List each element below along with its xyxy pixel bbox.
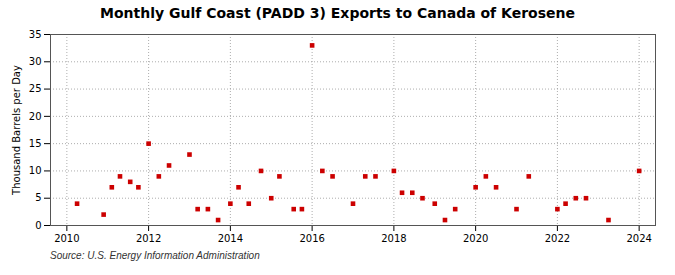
svg-text:25: 25: [29, 83, 42, 94]
svg-text:10: 10: [29, 165, 42, 176]
svg-text:15: 15: [29, 138, 42, 149]
svg-text:2018: 2018: [381, 233, 406, 244]
svg-text:20: 20: [29, 111, 42, 122]
svg-text:2010: 2010: [54, 233, 79, 244]
svg-text:2024: 2024: [626, 233, 651, 244]
svg-text:35: 35: [29, 29, 42, 40]
svg-text:2016: 2016: [299, 233, 324, 244]
html-text:Source: U.S. Energy Informatio: Source: U.S. Energy Information Administ…: [50, 250, 260, 261]
html-text:Monthly Gulf Coast (PADD 3) Ex: Monthly Gulf Coast (PADD 3) Exports to C…: [100, 5, 575, 21]
svg-text:0: 0: [35, 220, 41, 231]
svg-text:Thousand Barrels per Day: Thousand Barrels per Day: [11, 65, 22, 196]
svg-text:2014: 2014: [218, 233, 243, 244]
svg-text:30: 30: [29, 56, 42, 67]
svg-text:2020: 2020: [463, 233, 488, 244]
svg-text:2012: 2012: [136, 233, 161, 244]
svg-text:5: 5: [35, 192, 41, 203]
svg-text:2022: 2022: [545, 233, 570, 244]
